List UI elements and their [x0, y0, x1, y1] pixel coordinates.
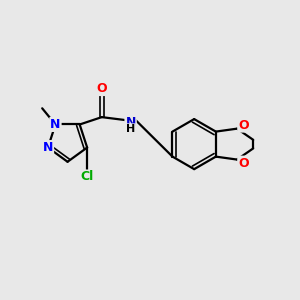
Text: O: O [238, 157, 249, 169]
Text: N: N [50, 118, 61, 131]
Text: H: H [126, 124, 135, 134]
Text: N: N [125, 116, 136, 129]
Text: N: N [43, 141, 53, 154]
Text: O: O [238, 118, 249, 132]
Text: Cl: Cl [80, 170, 94, 184]
Text: O: O [96, 82, 107, 95]
